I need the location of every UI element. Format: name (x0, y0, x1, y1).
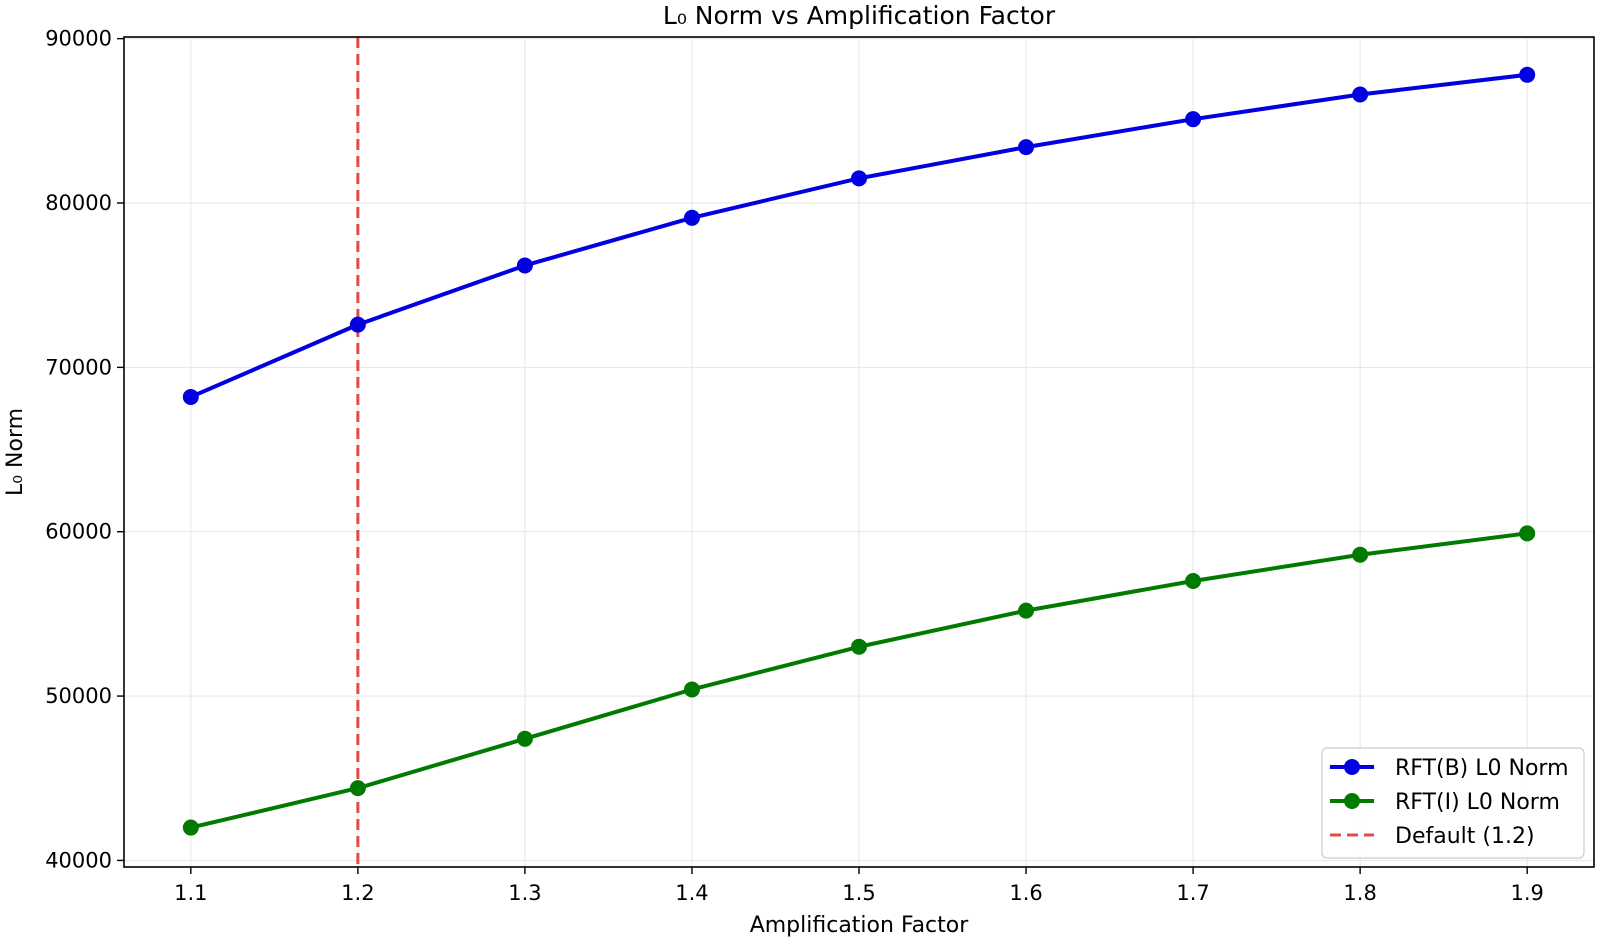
data-point (1352, 546, 1369, 563)
legend-label-default: Default (1.2) (1395, 824, 1535, 849)
data-point (1185, 573, 1202, 590)
x-axis: 1.1 1.2 1.3 1.4 1.5 1.6 1.7 1.8 1.9 (174, 867, 1544, 905)
y-axis-label: L₀ Norm (3, 408, 28, 496)
data-point (1018, 139, 1035, 156)
legend-label-rft-b: RFT(B) L0 Norm (1395, 756, 1569, 781)
data-point (516, 257, 533, 274)
x-tick-label: 1.2 (341, 881, 374, 905)
data-point (349, 780, 366, 797)
series-layer (182, 66, 1536, 836)
x-tick-label: 1.6 (1009, 881, 1042, 905)
x-tick-label: 1.4 (675, 881, 708, 905)
y-tick-label: 80000 (45, 191, 112, 215)
legend-marker-rft-i (1344, 793, 1360, 809)
data-point (349, 316, 366, 333)
y-tick-label: 60000 (45, 520, 112, 544)
data-point (1352, 86, 1369, 103)
data-point (683, 681, 700, 698)
y-tick-label: 70000 (45, 355, 112, 379)
chart-title: L₀ Norm vs Amplification Factor (663, 1, 1056, 30)
x-tick-label: 1.7 (1176, 881, 1209, 905)
x-tick-label: 1.5 (842, 881, 875, 905)
y-tick-label: 40000 (45, 848, 112, 872)
legend-box (1321, 747, 1585, 859)
y-axis: 40000 50000 60000 70000 80000 90000 (45, 27, 124, 872)
x-tick-label: 1.3 (508, 881, 541, 905)
data-point (1519, 525, 1536, 542)
x-tick-label: 1.9 (1510, 881, 1543, 905)
data-point (851, 638, 867, 655)
y-tick-label: 90000 (45, 27, 112, 51)
x-axis-label: Amplification Factor (750, 913, 970, 938)
legend-entry-rft-i: RFT(I) L0 Norm (1330, 790, 1560, 815)
data-point (1018, 602, 1035, 619)
legend-label-rft-i: RFT(I) L0 Norm (1395, 790, 1560, 815)
data-point (182, 819, 199, 836)
legend-marker-rft-b (1344, 759, 1360, 775)
data-point (851, 170, 867, 187)
x-tick-label: 1.1 (174, 881, 207, 905)
legend-entry-rft-b: RFT(B) L0 Norm (1330, 756, 1569, 781)
data-point (1185, 111, 1202, 128)
grid-layer (124, 37, 1594, 867)
x-tick-label: 1.8 (1343, 881, 1376, 905)
data-point (182, 388, 199, 405)
data-point (1519, 66, 1536, 83)
legend: RFT(B) L0 Norm RFT(I) L0 Norm Default (1… (1321, 747, 1585, 859)
data-point (516, 730, 533, 747)
data-point (683, 209, 700, 226)
y-tick-label: 50000 (45, 684, 112, 708)
legend-entry-default: Default (1.2) (1330, 824, 1535, 849)
